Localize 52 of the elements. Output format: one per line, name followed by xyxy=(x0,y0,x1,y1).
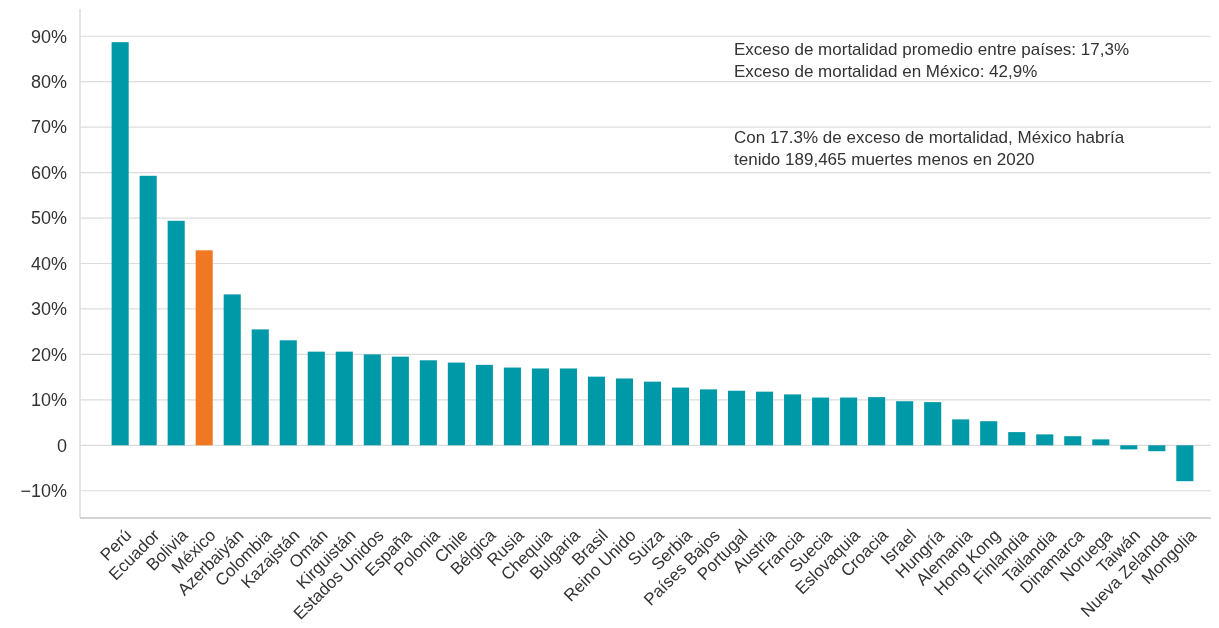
y-tick-label: 80% xyxy=(30,72,67,93)
bar xyxy=(475,364,493,446)
bar xyxy=(615,378,634,446)
bar xyxy=(307,351,325,446)
bar xyxy=(924,402,942,446)
y-tick-label: 10% xyxy=(30,390,67,411)
bar xyxy=(728,390,746,446)
bar xyxy=(1036,434,1054,446)
y-tick-label: −10% xyxy=(20,481,67,502)
y-tick-label: 60% xyxy=(30,162,67,183)
annotation: Con 17.3% de exceso de mortalidad, México habría tenido 189,465 muertes menos en 2020 xyxy=(734,128,1125,169)
annotation: Exceso de mortalidad promedio entre países: 17,3% Exceso de mortalidad en México: 42,9% xyxy=(734,40,1130,81)
bar xyxy=(587,376,606,446)
bar xyxy=(363,354,381,446)
bar xyxy=(1064,436,1082,446)
bar xyxy=(1176,445,1194,482)
bar xyxy=(195,250,213,446)
bar xyxy=(1148,445,1166,452)
y-tick-label: 90% xyxy=(30,26,67,47)
bar xyxy=(279,340,297,446)
bar xyxy=(503,367,521,446)
y-tick-label: 20% xyxy=(30,344,67,365)
bar xyxy=(784,394,802,446)
y-tick-label: 70% xyxy=(30,117,67,138)
bar xyxy=(167,220,185,446)
bar xyxy=(812,397,830,446)
bar xyxy=(391,356,409,446)
bar xyxy=(1092,439,1110,446)
bar xyxy=(447,362,465,446)
bar xyxy=(559,368,577,446)
bar xyxy=(1120,445,1138,450)
bar xyxy=(643,381,662,446)
y-tick-label: 0 xyxy=(56,435,67,456)
bar xyxy=(756,391,774,446)
bar xyxy=(699,389,718,446)
bar xyxy=(952,419,970,446)
bar xyxy=(896,401,914,446)
y-tick-label: 40% xyxy=(30,253,67,274)
bar xyxy=(980,421,998,446)
bar xyxy=(868,397,886,446)
bar xyxy=(531,368,549,446)
bar xyxy=(251,329,269,446)
bar xyxy=(335,351,353,446)
y-tick-label: 50% xyxy=(30,208,67,229)
bar xyxy=(1008,432,1026,446)
bar xyxy=(111,42,129,446)
bar xyxy=(671,387,690,446)
bar xyxy=(139,175,157,446)
bar xyxy=(419,360,437,446)
y-tick-label: 30% xyxy=(30,299,67,320)
bar xyxy=(840,397,858,446)
bar xyxy=(223,294,241,446)
